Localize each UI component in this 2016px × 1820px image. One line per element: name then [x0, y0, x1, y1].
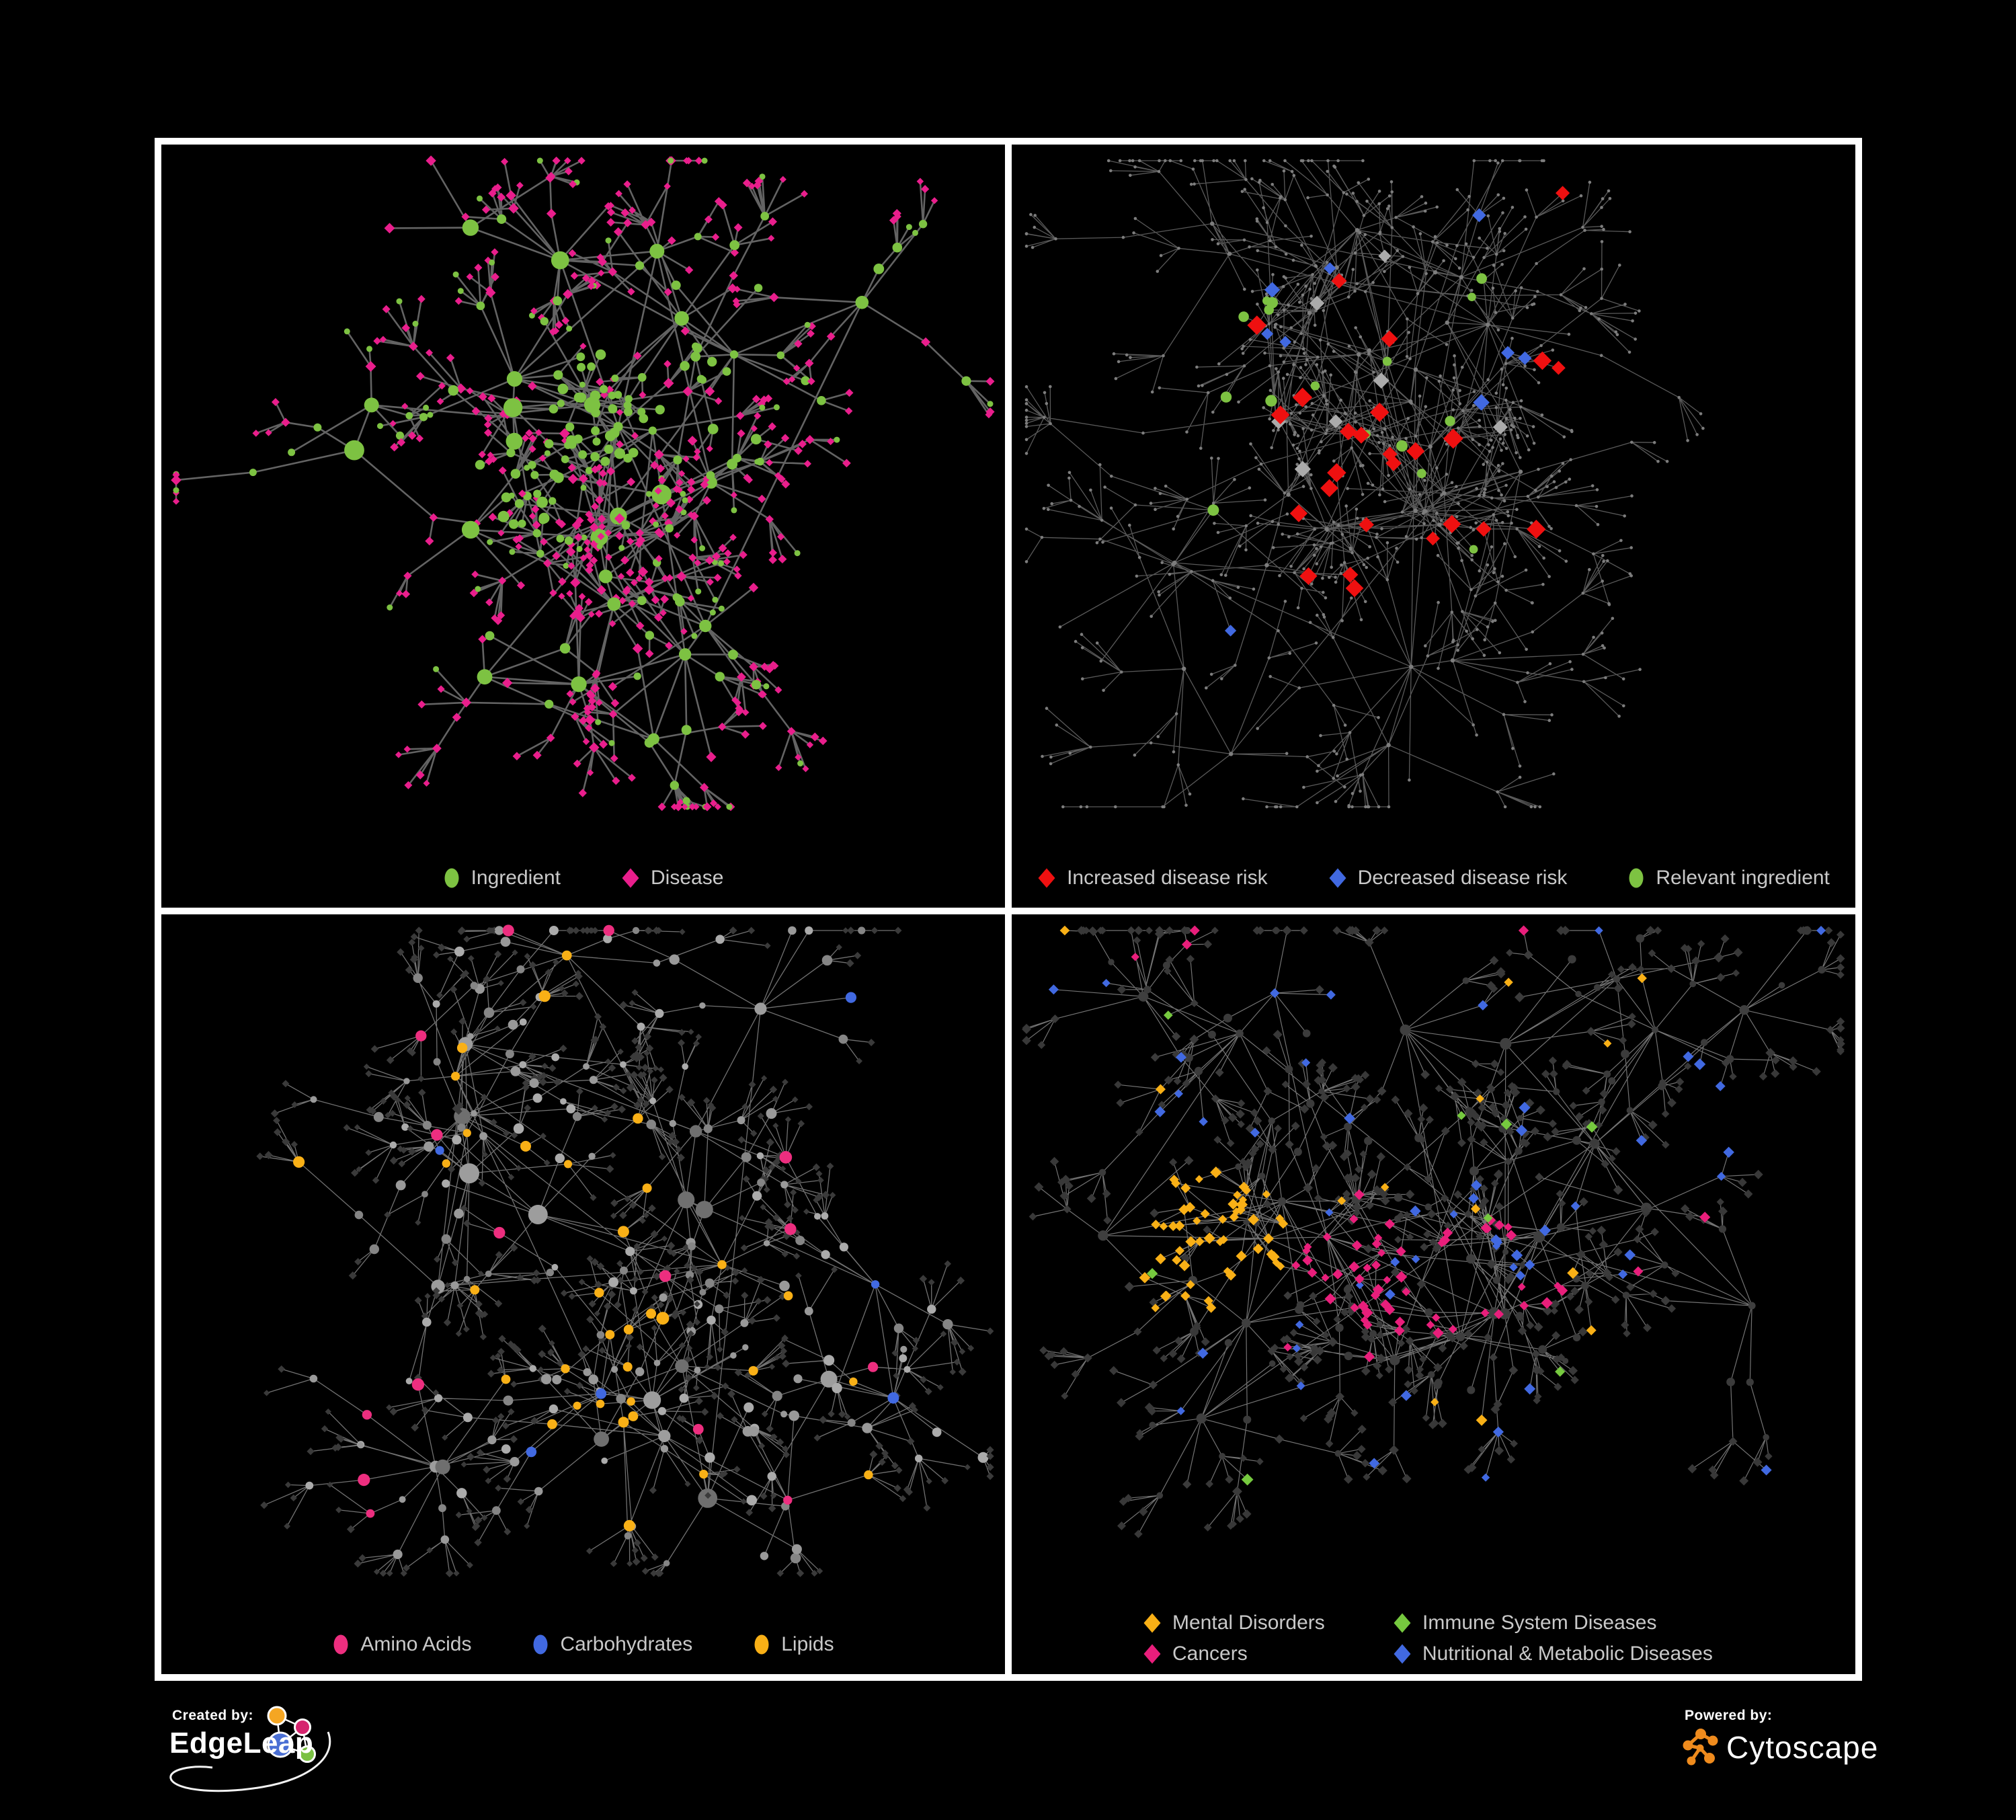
- edgeleap-swoosh: [169, 1731, 331, 1792]
- panel-macronutrients: Amino Acids Carbohydrates Lipids: [161, 914, 1005, 1674]
- diamond-swatch-icon: [1143, 1644, 1161, 1664]
- legend-item: Carbohydrates: [532, 1634, 692, 1655]
- network-graph: [256, 924, 994, 1577]
- panel-disease-risk: Increased disease risk Decreased disease …: [1012, 145, 1855, 908]
- panel-legend: Ingredient Disease: [168, 867, 998, 889]
- legend-item: Amino Acids: [332, 1634, 471, 1655]
- cytoscape-logo-icon: [1683, 1729, 1718, 1766]
- diamond-swatch-icon: [1329, 868, 1346, 888]
- legend-label: Decreased disease risk: [1357, 867, 1568, 889]
- edgeleap-node-orange: [267, 1706, 287, 1726]
- powered-by-label: Powered by:: [1685, 1708, 1773, 1723]
- legend-item: Disease: [621, 867, 723, 889]
- edgeleap-node-green: [298, 1745, 316, 1763]
- panel-legend: Mental Disorders Immune System Diseases Ca…: [1018, 1612, 1849, 1665]
- panel-legend: Increased disease risk Decreased disease …: [1018, 867, 1849, 889]
- diamond-swatch-icon: [622, 868, 639, 888]
- edgeleap-node-pink: [294, 1718, 311, 1736]
- diamond-swatch-icon: [1394, 1644, 1411, 1664]
- legend-label: Mental Disorders: [1172, 1612, 1325, 1634]
- created-by-label: Created by:: [172, 1708, 254, 1723]
- ingredient-disease-network: [161, 145, 1005, 908]
- macronutrient-network: [161, 914, 1005, 1674]
- legend-label: Disease: [651, 867, 724, 889]
- ellipse-swatch-icon: [754, 1634, 769, 1655]
- powered-by-block: Powered by: Cytoscape: [1678, 1702, 1967, 1820]
- diamond-swatch-icon: [1143, 1613, 1161, 1633]
- edgeleap-wordmark: EdgeLeap: [169, 1727, 314, 1759]
- panel-ingredient-disease: Ingredient Disease: [161, 145, 1005, 908]
- legend-label: Carbohydrates: [560, 1633, 693, 1655]
- ellipse-swatch-icon: [1629, 868, 1644, 888]
- panel-legend: Amino Acids Carbohydrates Lipids: [168, 1634, 998, 1655]
- edgeleap-logo: [169, 1706, 331, 1792]
- cytoscape-wordmark: Cytoscape: [1726, 1730, 1879, 1765]
- panel-grid: Ingredient Disease Increased disease risk…: [155, 138, 1862, 1681]
- legend-item: Nutritional & Metabolic Diseases: [1393, 1643, 1713, 1665]
- ellipse-swatch-icon: [533, 1634, 548, 1655]
- legend-label: Cancers: [1172, 1643, 1248, 1665]
- legend-item: Mental Disorders: [1143, 1612, 1393, 1634]
- edgeleap-node-blue: [267, 1731, 294, 1758]
- panel-disease-classes: Mental Disorders Immune System Diseases Ca…: [1012, 914, 1855, 1674]
- network-graph: [171, 155, 995, 812]
- legend-label: Relevant ingredient: [1656, 867, 1830, 889]
- disease-class-network: [1012, 914, 1855, 1674]
- legend-item: Relevant ingredient: [1627, 867, 1830, 889]
- legend-item: Immune System Diseases: [1393, 1612, 1713, 1634]
- network-graph: [1024, 159, 1705, 809]
- legend-label: Ingredient: [471, 867, 561, 889]
- ellipse-swatch-icon: [444, 868, 459, 888]
- legend-item: Decreased disease risk: [1328, 867, 1568, 889]
- legend-item: Lipids: [753, 1634, 834, 1655]
- diamond-swatch-icon: [1038, 868, 1055, 888]
- legend-label: Immune System Diseases: [1422, 1612, 1657, 1634]
- legend-item: Increased disease risk: [1037, 867, 1268, 889]
- legend-label: Nutritional & Metabolic Diseases: [1422, 1643, 1713, 1665]
- legend-label: Lipids: [781, 1633, 834, 1655]
- created-by-block: Created by: EdgeLeap: [161, 1702, 424, 1820]
- legend-item: Cancers: [1143, 1643, 1393, 1665]
- disease-risk-network: [1012, 145, 1855, 908]
- ellipse-swatch-icon: [333, 1634, 348, 1655]
- legend-label: Amino Acids: [360, 1633, 472, 1655]
- network-graph: [1022, 925, 1845, 1538]
- diamond-swatch-icon: [1394, 1613, 1411, 1633]
- legend-label: Increased disease risk: [1067, 867, 1268, 889]
- legend-item: Ingredient: [443, 867, 561, 889]
